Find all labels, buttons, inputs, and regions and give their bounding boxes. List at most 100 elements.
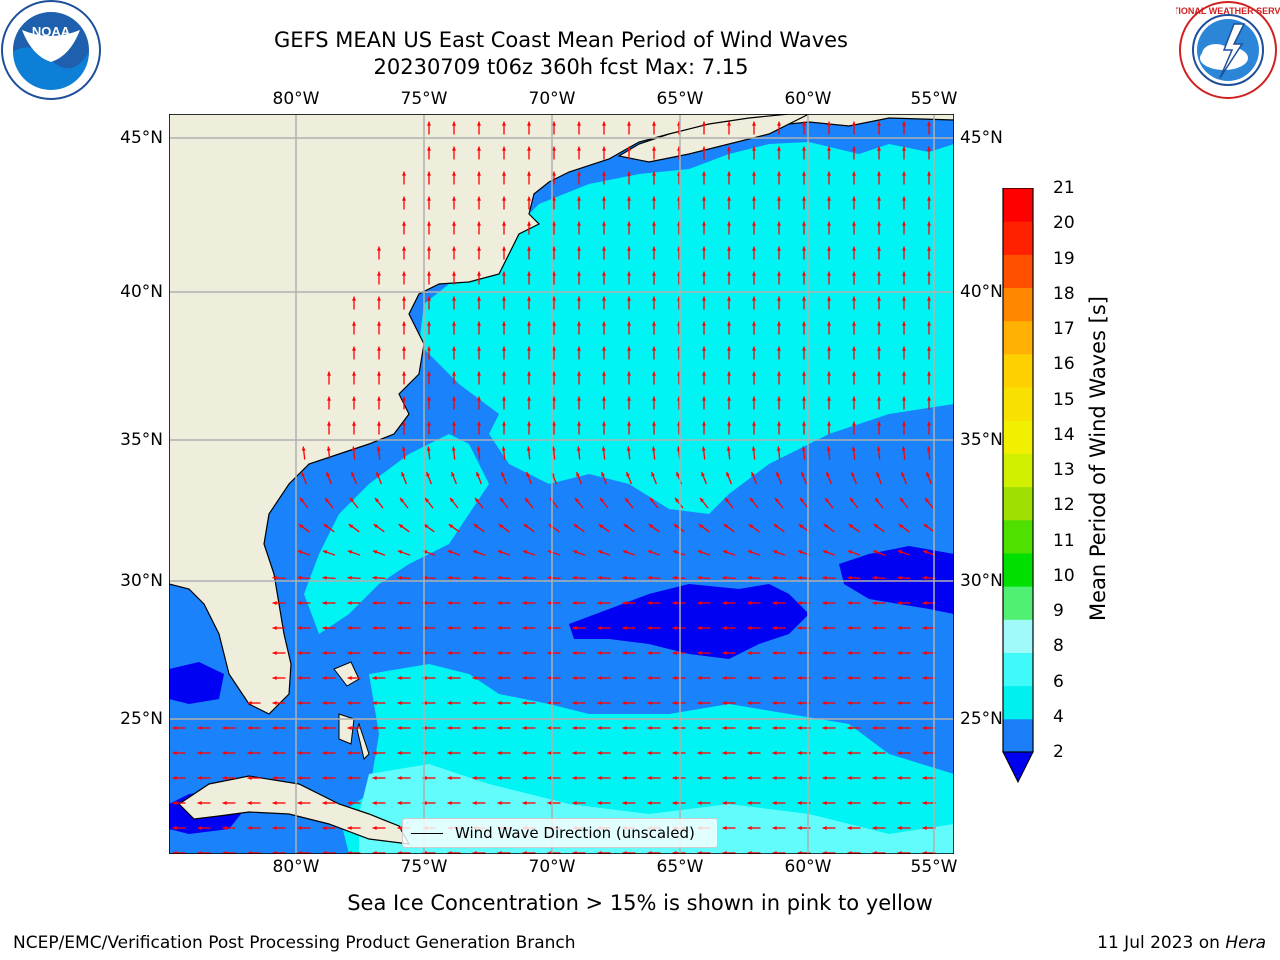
wave-direction-arrowhead: [552, 221, 556, 226]
colorbar-tick-label: 16: [1053, 354, 1075, 375]
wave-direction-arrowhead: [247, 751, 252, 755]
wave-direction-arrowhead: [777, 121, 781, 126]
wave-direction-arrowhead: [622, 626, 627, 630]
wave-direction-arrowhead: [172, 801, 177, 805]
wave-direction-arrowhead: [877, 421, 881, 426]
wave-direction-arrowhead: [827, 121, 831, 126]
wave-direction-arrowhead: [322, 726, 327, 730]
wave-direction-arrowhead: [172, 826, 177, 830]
wave-direction-arrowhead: [572, 726, 577, 730]
colorbar-tick-label: 2: [1053, 742, 1064, 762]
wave-direction-arrowhead: [397, 826, 402, 830]
colorbar-tick-label: 15: [1053, 389, 1075, 410]
wave-direction-arrowhead: [700, 497, 704, 503]
wave-direction-arrowhead: [801, 472, 805, 477]
wave-direction-arrowhead: [873, 524, 879, 529]
wave-direction-arrowhead: [872, 776, 877, 780]
wave-direction-arrowhead: [702, 271, 706, 276]
wave-direction-arrowhead: [448, 524, 454, 529]
wave-direction-arrowhead: [772, 575, 777, 580]
wave-direction-arrowhead: [298, 524, 304, 529]
legend-label: Wind Wave Direction (unscaled): [455, 824, 695, 842]
lat-label-right-45n: 45°N: [960, 128, 1003, 148]
wave-direction-arrowhead: [577, 146, 581, 151]
wave-direction-arrowhead: [577, 296, 581, 301]
wave-direction-arrowhead: [647, 575, 652, 580]
wave-direction-arrowhead: [751, 472, 755, 477]
wave-direction-arrowhead: [297, 751, 302, 755]
wave-direction-arrowhead: [352, 321, 356, 326]
wave-direction-arrowhead: [348, 524, 354, 529]
wave-direction-arrowhead: [822, 676, 827, 680]
wave-direction-arrowhead: [597, 575, 602, 580]
wave-direction-arrowhead: [702, 196, 706, 201]
wave-direction-arrowhead: [297, 550, 303, 554]
wave-direction-arrowhead: [852, 371, 856, 376]
wave-direction-arrowhead: [377, 271, 381, 276]
wave-direction-arrowhead: [825, 497, 829, 503]
wave-direction-arrowhead: [722, 776, 727, 780]
wave-direction-arrowhead: [600, 497, 604, 503]
wave-direction-arrowhead: [372, 726, 377, 730]
wave-direction-arrowhead: [877, 346, 881, 351]
wave-direction-arrowhead: [777, 246, 781, 251]
wave-direction-arrowhead: [747, 726, 752, 730]
wave-direction-arrowhead: [922, 776, 927, 780]
wave-direction-arrowhead: [823, 524, 829, 529]
wave-direction-arrowhead: [627, 421, 631, 426]
wave-direction-arrowhead: [402, 396, 406, 401]
wave-direction-arrowhead: [597, 801, 602, 805]
wave-direction-arrowhead: [375, 497, 379, 503]
wave-direction-arrowhead: [822, 751, 827, 755]
lat-label-left-30n: 30°N: [120, 571, 163, 591]
wave-direction-arrowhead: [347, 676, 352, 680]
wave-direction-arrowhead: [427, 396, 431, 401]
colorbar-tick-label: 9: [1053, 601, 1064, 621]
wave-direction-arrowhead: [472, 751, 477, 755]
wave-direction-arrowhead: [322, 550, 328, 554]
wave-direction-arrowhead: [472, 676, 477, 680]
wave-direction-arrowhead: [322, 676, 327, 680]
wave-direction-arrowhead: [247, 776, 252, 780]
wave-direction-arrowhead: [597, 601, 602, 605]
wave-direction-arrowhead: [597, 676, 602, 680]
wave-direction-arrowhead: [927, 346, 931, 351]
wave-direction-arrowhead: [602, 171, 606, 176]
wave-direction-arrowhead: [898, 524, 904, 529]
wave-direction-arrowhead: [927, 296, 931, 301]
wave-direction-arrowhead: [347, 575, 352, 580]
wave-direction-arrowhead: [247, 726, 252, 730]
wave-direction-arrowhead: [902, 171, 906, 176]
wave-direction-arrowhead: [552, 246, 556, 251]
wave-direction-arrowhead: [452, 121, 456, 126]
wave-direction-arrowhead: [572, 701, 577, 705]
wave-direction-arrowhead: [701, 472, 705, 477]
wave-direction-arrowhead: [852, 146, 856, 151]
wave-direction-arrowhead: [647, 550, 653, 554]
wave-direction-arrowhead: [197, 776, 202, 780]
wave-direction-arrowhead: [477, 346, 481, 351]
wave-direction-arrowhead: [377, 421, 381, 426]
wave-direction-arrowhead: [847, 626, 852, 630]
wave-direction-arrowhead: [552, 421, 556, 426]
wave-direction-arrowhead: [772, 801, 777, 805]
colorbar-tick-label: 14: [1053, 424, 1075, 445]
wave-direction-arrowhead: [925, 497, 929, 503]
wave-direction-arrowhead: [372, 550, 378, 554]
wave-direction-arrowhead: [497, 601, 502, 605]
wave-direction-arrowhead: [847, 826, 852, 830]
wave-direction-arrowhead: [847, 701, 852, 705]
wave-direction-arrowhead: [526, 472, 530, 477]
wave-direction-arrowhead: [527, 146, 531, 151]
wave-direction-arrowhead: [447, 601, 452, 605]
wave-direction-arrowhead: [802, 196, 806, 201]
wave-direction-arrowhead: [547, 626, 552, 630]
colorbar-tick-label: 18: [1053, 283, 1075, 304]
wave-direction-arrowhead: [502, 246, 506, 251]
colorbar-bin: [1003, 552, 1033, 587]
wave-direction-arrowhead: [622, 726, 627, 730]
wave-direction-arrowhead: [450, 497, 454, 503]
colorbar-bin: [1003, 387, 1033, 421]
colorbar-tick-label: 19: [1053, 248, 1075, 269]
wave-direction-arrowhead: [352, 346, 356, 351]
